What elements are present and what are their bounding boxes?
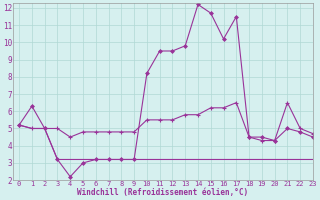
- X-axis label: Windchill (Refroidissement éolien,°C): Windchill (Refroidissement éolien,°C): [77, 188, 248, 197]
